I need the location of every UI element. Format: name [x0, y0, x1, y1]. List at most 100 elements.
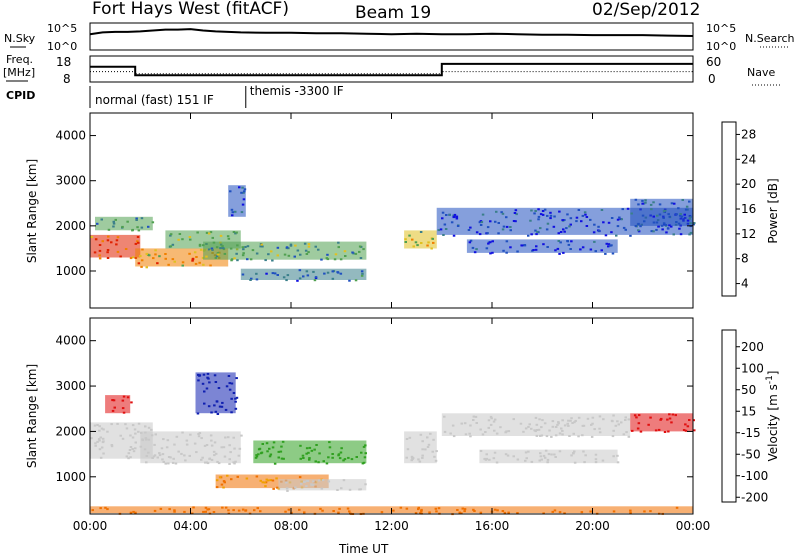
heatmap-cell [242, 198, 246, 201]
heatmap-cell [203, 390, 206, 393]
heatmap-cell [144, 438, 148, 441]
heatmap-cell [581, 434, 584, 437]
heatmap-cell [296, 249, 300, 252]
heatmap-cell [524, 427, 528, 430]
heatmap-cell [569, 223, 572, 226]
heatmap-cell [112, 220, 115, 223]
heatmap-cell [611, 252, 615, 255]
heatmap-cell [692, 223, 695, 226]
heatmap-cell [683, 213, 686, 216]
heatmap-cell [201, 382, 205, 385]
heatmap-cell [185, 439, 189, 442]
colorbar-tick-label: 8 [741, 252, 749, 266]
heatmap-cell [228, 382, 231, 385]
freq-tick-bottom: 8 [63, 72, 71, 86]
heatmap-cell [437, 229, 440, 232]
heatmap-cell [328, 446, 332, 449]
heatmap-cell [348, 510, 351, 513]
heatmap-cell [475, 422, 478, 424]
heatmap-cell [559, 241, 562, 244]
heatmap-cell [485, 247, 489, 250]
heatmap-cell [234, 400, 237, 403]
heatmap-cell [542, 243, 545, 246]
heatmap-cell [530, 427, 533, 430]
heatmap-cell [420, 508, 423, 511]
heatmap-cell [684, 423, 687, 426]
heatmap-cell [537, 218, 540, 221]
heatmap-cell [580, 220, 583, 223]
heatmap-cell [193, 251, 197, 254]
heatmap-cell [692, 419, 695, 422]
heatmap-cell [331, 453, 334, 455]
heatmap-cell [657, 225, 660, 228]
heatmap-cell [178, 233, 182, 235]
heatmap-cell [327, 456, 330, 459]
heatmap-cell [101, 441, 105, 444]
heatmap-cell [281, 440, 285, 443]
heatmap-cell [524, 451, 528, 454]
heatmap-cell [331, 270, 334, 273]
heatmap-cell [506, 454, 510, 457]
heatmap-cell [198, 261, 201, 264]
heatmap-cell [269, 479, 272, 482]
heatmap-cell [319, 507, 322, 510]
heatmap-cell [232, 231, 236, 233]
heatmap-cell [303, 511, 306, 514]
heatmap-cell [106, 239, 110, 242]
heatmap-cell [404, 238, 407, 241]
heatmap-cell [207, 405, 211, 408]
heatmap-cell [308, 458, 311, 461]
heatmap-cell [674, 414, 677, 417]
heatmap-cell [240, 434, 243, 437]
heatmap-cell [505, 251, 508, 254]
colorbar-tick-label: -50 [741, 447, 761, 461]
nsky-strip-frame [89, 22, 694, 51]
heatmap-cell [145, 252, 148, 255]
heatmap-cell [612, 510, 616, 513]
heatmap-cell [215, 479, 219, 482]
heatmap-cell [535, 245, 538, 248]
heatmap-cell [655, 228, 658, 231]
heatmap-cell [611, 435, 615, 438]
heatmap-cell [272, 487, 275, 490]
heatmap-cell [191, 257, 195, 260]
heatmap-cell [312, 483, 315, 486]
heatmap-cell [317, 461, 320, 464]
heatmap-cell [585, 225, 589, 227]
heatmap-cell [235, 377, 238, 380]
heatmap-cell [435, 450, 438, 453]
heatmap-cell [332, 510, 335, 512]
heatmap-cell [337, 246, 340, 249]
heatmap-cell [534, 430, 537, 433]
heatmap-cell [198, 244, 202, 247]
heatmap-cell [94, 442, 97, 445]
heatmap-cell [575, 216, 579, 219]
heatmap-cell [657, 428, 661, 431]
heatmap-cell [550, 453, 553, 456]
heatmap-cell [342, 459, 345, 462]
heatmap-cell [558, 511, 562, 514]
heatmap-cell [181, 238, 184, 241]
heatmap-cell [546, 214, 549, 217]
heatmap-cell [156, 456, 159, 459]
heatmap-cell [240, 211, 244, 214]
heatmap-cell [416, 244, 419, 247]
heatmap-cell [527, 450, 530, 453]
heatmap-cell [230, 478, 233, 481]
heatmap-cell [677, 207, 680, 210]
heatmap-cell [276, 486, 279, 489]
heatmap-cell [189, 433, 192, 436]
heatmap-cell [209, 231, 213, 234]
heatmap-cell [227, 237, 231, 240]
velocity-y-ticks: 1000 2000 3000 4000 [55, 334, 693, 484]
heatmap-cell [257, 453, 260, 456]
heatmap-cell [228, 463, 231, 465]
heatmap-cell [231, 211, 234, 214]
heatmap-cell [609, 244, 612, 247]
cpid-label: CPID [6, 89, 35, 102]
heatmap-cell [469, 226, 472, 229]
heatmap-cell [610, 217, 614, 219]
heatmap-cell [217, 387, 221, 389]
heatmap-cell [136, 240, 139, 243]
heatmap-cell [141, 439, 144, 442]
